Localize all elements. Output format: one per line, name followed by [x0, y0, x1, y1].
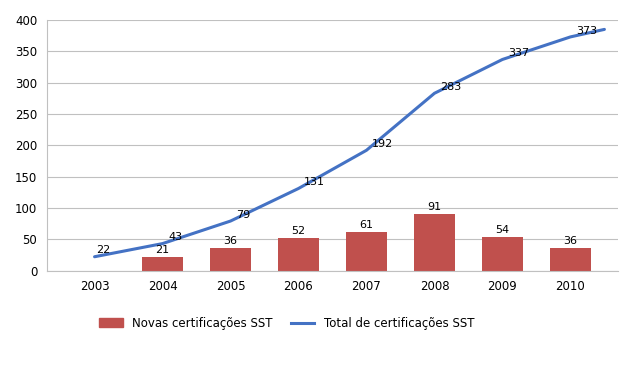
Bar — [346, 232, 387, 271]
Text: 54: 54 — [496, 225, 510, 235]
Bar — [278, 238, 319, 271]
Text: 22: 22 — [96, 245, 110, 256]
Text: 373: 373 — [576, 25, 597, 36]
Text: 21: 21 — [156, 245, 170, 256]
Text: 36: 36 — [563, 236, 577, 246]
Bar — [210, 248, 251, 271]
Text: 131: 131 — [304, 177, 325, 187]
Text: 61: 61 — [360, 220, 373, 230]
Text: 91: 91 — [427, 201, 442, 212]
Text: 43: 43 — [168, 232, 182, 242]
Text: 52: 52 — [291, 226, 306, 236]
Text: 337: 337 — [508, 48, 529, 58]
Text: 79: 79 — [236, 210, 250, 220]
Bar — [414, 213, 455, 271]
Text: 36: 36 — [223, 236, 237, 246]
Bar — [550, 248, 591, 271]
Bar — [142, 257, 183, 271]
Legend: Novas certificações SST, Total de certificações SST: Novas certificações SST, Total de certif… — [95, 312, 479, 335]
Text: 283: 283 — [440, 82, 461, 92]
Bar — [482, 237, 523, 271]
Text: 192: 192 — [372, 139, 393, 149]
